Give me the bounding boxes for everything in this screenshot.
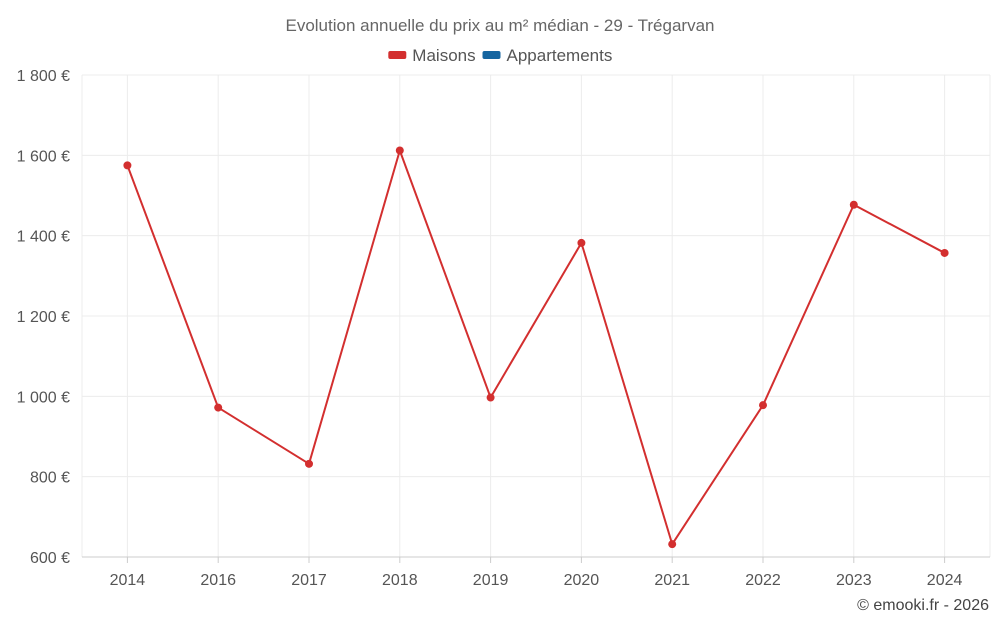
data-point [305, 459, 313, 468]
x-tick-label: 2018 [382, 572, 418, 589]
y-tick-label: 1 600 € [17, 148, 70, 165]
x-tick-label: 2021 [654, 572, 690, 589]
data-point [668, 540, 677, 549]
data-point [395, 146, 404, 155]
data-point [577, 238, 586, 247]
legend-swatch-appartements [482, 51, 501, 59]
x-tick-label: 2024 [927, 572, 963, 589]
x-tick-label: 2019 [473, 572, 509, 589]
data-point [214, 403, 223, 412]
legend-label-appartements: Appartements [507, 46, 613, 65]
y-tick-label: 800 € [30, 470, 70, 487]
x-tick-label: 2022 [745, 572, 781, 589]
chart-title: Evolution annuelle du prix au m² médian … [285, 16, 714, 35]
series-line-maisons [126, 149, 946, 546]
legend-label-maisons: Maisons [412, 46, 475, 65]
legend: Maisons Appartements [388, 46, 612, 65]
y-tick-label: 1 400 € [17, 229, 70, 246]
data-point [940, 248, 949, 257]
credit-text: © emooki.fr - 2026 [857, 597, 989, 614]
data-point [123, 161, 132, 170]
data-point [759, 401, 767, 410]
y-tick-label: 1 200 € [17, 309, 70, 326]
y-tick-label: 1 000 € [17, 389, 70, 406]
x-tick-label: 2017 [291, 572, 327, 589]
y-tick-label: 1 800 € [17, 68, 70, 85]
data-point [849, 200, 858, 209]
x-axis: 2014 2016 2017 2018 2019 2020 2021 2022 2023 2024 [110, 557, 963, 589]
x-tick-label: 2020 [564, 572, 600, 589]
series-layer [123, 146, 949, 549]
y-tick-label: 600 € [30, 550, 70, 567]
x-tick-label: 2016 [200, 572, 236, 589]
legend-swatch-maisons [388, 51, 407, 59]
x-tick-label: 2023 [836, 572, 872, 589]
grid-lines [81, 74, 991, 558]
x-tick-label: 2014 [110, 572, 146, 589]
data-point [486, 393, 495, 402]
y-axis: 600 € 800 € 1 000 € 1 200 € 1 400 € 1 600 € 1 … [17, 68, 70, 567]
